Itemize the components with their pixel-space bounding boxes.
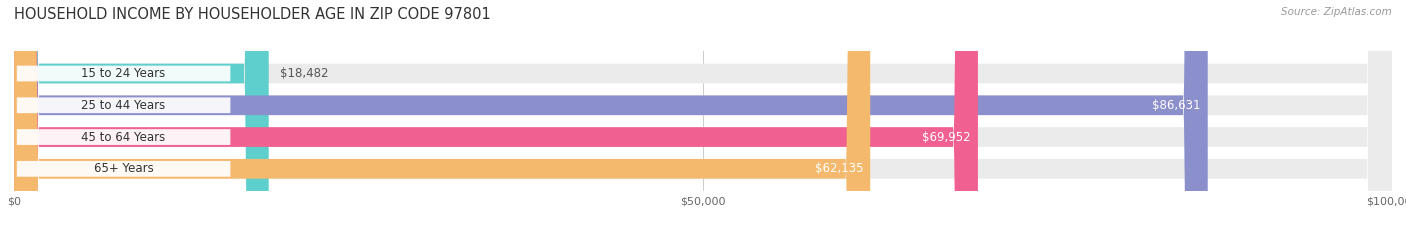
FancyBboxPatch shape	[14, 0, 1392, 233]
FancyBboxPatch shape	[17, 129, 231, 145]
FancyBboxPatch shape	[14, 0, 979, 233]
Text: HOUSEHOLD INCOME BY HOUSEHOLDER AGE IN ZIP CODE 97801: HOUSEHOLD INCOME BY HOUSEHOLDER AGE IN Z…	[14, 7, 491, 22]
FancyBboxPatch shape	[17, 66, 231, 81]
FancyBboxPatch shape	[14, 0, 1392, 233]
FancyBboxPatch shape	[14, 0, 1392, 233]
Text: Source: ZipAtlas.com: Source: ZipAtlas.com	[1281, 7, 1392, 17]
Text: $18,482: $18,482	[280, 67, 328, 80]
Text: 15 to 24 Years: 15 to 24 Years	[82, 67, 166, 80]
FancyBboxPatch shape	[14, 0, 1392, 233]
FancyBboxPatch shape	[14, 0, 870, 233]
FancyBboxPatch shape	[14, 0, 1208, 233]
Text: 65+ Years: 65+ Years	[94, 162, 153, 175]
Text: $69,952: $69,952	[922, 130, 972, 144]
FancyBboxPatch shape	[17, 161, 231, 177]
FancyBboxPatch shape	[17, 97, 231, 113]
Text: 25 to 44 Years: 25 to 44 Years	[82, 99, 166, 112]
Text: $86,631: $86,631	[1153, 99, 1201, 112]
Text: 45 to 64 Years: 45 to 64 Years	[82, 130, 166, 144]
FancyBboxPatch shape	[14, 0, 269, 233]
Text: $62,135: $62,135	[815, 162, 863, 175]
